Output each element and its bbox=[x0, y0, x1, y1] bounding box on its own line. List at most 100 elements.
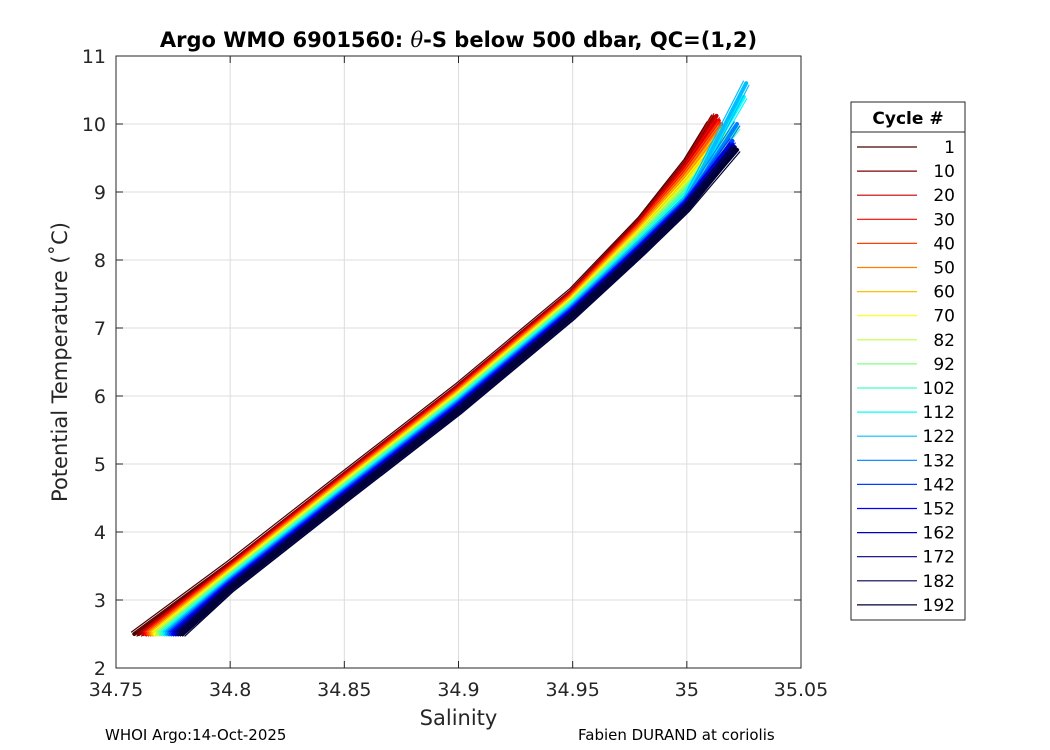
series-50-profile bbox=[146, 124, 719, 633]
series-82-profile bbox=[153, 134, 726, 633]
legend-item: 60 bbox=[857, 283, 955, 303]
series-line bbox=[144, 121, 725, 637]
y-axis-label: Potential Temperature (˚C) bbox=[48, 222, 72, 502]
legend-label: 60 bbox=[933, 283, 955, 303]
legend-label: 162 bbox=[923, 524, 955, 544]
legend-item: 162 bbox=[857, 524, 955, 544]
legend-item: 122 bbox=[857, 427, 955, 447]
series-60-profile bbox=[149, 128, 722, 633]
x-tick-label: 35 bbox=[675, 679, 699, 701]
legend-box bbox=[850, 101, 966, 621]
series-line bbox=[130, 121, 714, 637]
legend-item: 30 bbox=[857, 210, 955, 230]
y-tick-label: 7 bbox=[94, 318, 106, 340]
series-192-line bbox=[180, 147, 740, 636]
series-1-line bbox=[132, 122, 712, 636]
legend-label: 70 bbox=[933, 307, 955, 327]
y-tick-label: 3 bbox=[94, 590, 106, 612]
series-70-profile bbox=[151, 131, 724, 633]
y-tick-label: 10 bbox=[82, 114, 106, 136]
series-10-profile bbox=[140, 118, 718, 637]
legend-label: 122 bbox=[923, 427, 955, 447]
legend-label: 152 bbox=[923, 500, 955, 520]
chart-title-suffix: -S below 500 dbar, QC=(1,2) bbox=[423, 28, 757, 52]
legend-label: 142 bbox=[923, 475, 955, 495]
legend: Cycle # 11020304050607082921021121221321… bbox=[850, 101, 966, 621]
series-line bbox=[178, 147, 741, 637]
chart-title-prefix: Argo WMO 6901560: bbox=[160, 28, 411, 52]
legend-item: 40 bbox=[857, 234, 955, 254]
series-1-profile bbox=[130, 121, 708, 633]
x-tick-label: 34.85 bbox=[317, 679, 371, 701]
y-tick-label: 9 bbox=[94, 182, 106, 204]
series-172-profile bbox=[174, 144, 733, 633]
series-20-line bbox=[141, 113, 719, 636]
x-axis-label: Salinity bbox=[420, 706, 498, 730]
axis-ticks: 34.75 34.8 34.85 34.9 34.95 35 35.05 2 3 4 5 6 7 8 9 10… bbox=[82, 46, 828, 701]
y-tick-label: 4 bbox=[94, 522, 106, 544]
legend-label: 102 bbox=[923, 379, 955, 399]
series-92-profile bbox=[156, 138, 731, 633]
legend-label: 112 bbox=[923, 403, 955, 423]
series-192-profile bbox=[184, 151, 741, 637]
legend-item: 20 bbox=[857, 186, 955, 206]
legend-label: 1 bbox=[944, 138, 955, 158]
x-tick-label: 34.8 bbox=[209, 679, 251, 701]
legend-label: 10 bbox=[933, 162, 955, 182]
legend-item: 152 bbox=[857, 500, 955, 520]
legend-label: 40 bbox=[933, 234, 955, 254]
legend-item: 50 bbox=[857, 259, 955, 279]
legend-label: 50 bbox=[933, 259, 955, 279]
series-40-line bbox=[145, 122, 724, 636]
legend-item: 172 bbox=[857, 548, 955, 568]
series-122-profile bbox=[162, 80, 745, 633]
chart-title-theta: θ bbox=[410, 28, 423, 52]
series-10-line bbox=[136, 115, 717, 636]
legend-label: 82 bbox=[933, 331, 955, 351]
y-tick-label: 11 bbox=[82, 46, 106, 68]
series-10-profile bbox=[135, 114, 713, 633]
legend-label: 30 bbox=[933, 210, 955, 230]
legend-label: 20 bbox=[933, 186, 955, 206]
x-tick-label: 34.9 bbox=[437, 679, 479, 701]
series-112-profile bbox=[160, 94, 742, 633]
series-162-profile bbox=[172, 143, 731, 633]
legend-label: 192 bbox=[923, 596, 955, 616]
legend-label: 182 bbox=[923, 572, 955, 592]
legend-item: 132 bbox=[857, 451, 955, 471]
series-152-profile bbox=[169, 141, 731, 633]
y-tick-label: 8 bbox=[94, 250, 106, 272]
legend-item: 182 bbox=[857, 572, 955, 592]
legend-item: 142 bbox=[857, 475, 955, 495]
legend-label: 132 bbox=[923, 451, 955, 471]
legend-item: 82 bbox=[857, 331, 955, 351]
legend-item: 192 bbox=[857, 596, 955, 616]
series-142-profile bbox=[167, 138, 731, 633]
series-1-profile bbox=[136, 125, 714, 637]
series-40-profile bbox=[144, 121, 719, 633]
legend-item: 112 bbox=[857, 403, 955, 423]
series-20-profile bbox=[140, 113, 715, 633]
legend-item: 70 bbox=[857, 307, 955, 327]
legend-label: 172 bbox=[923, 548, 955, 568]
legend-item: 92 bbox=[857, 355, 955, 375]
legend-label: 92 bbox=[933, 355, 955, 375]
x-tick-label: 34.95 bbox=[545, 679, 599, 701]
series-line bbox=[135, 114, 718, 637]
x-tick-label: 34.75 bbox=[89, 679, 143, 701]
legend-items: 1 10 20 30 40 50 60 70 82 92 102 112 122 132 142 152 162… bbox=[857, 138, 955, 616]
legend-item: 102 bbox=[857, 379, 955, 399]
y-tick-label: 2 bbox=[94, 658, 106, 680]
series-30-profile bbox=[142, 117, 717, 633]
y-tick-label: 6 bbox=[94, 386, 106, 408]
series-30-line bbox=[143, 118, 721, 636]
footer-right-text: Fabien DURAND at coriolis bbox=[578, 726, 775, 744]
legend-item: 10 bbox=[857, 162, 955, 182]
y-tick-label: 5 bbox=[94, 454, 106, 476]
series-102-profile bbox=[158, 124, 735, 633]
legend-item: 1 bbox=[857, 138, 955, 158]
x-tick-label: 35.05 bbox=[774, 679, 828, 701]
footer-left-text: WHOI Argo:14-Oct-2025 bbox=[105, 726, 287, 744]
series-132-profile bbox=[165, 121, 735, 633]
